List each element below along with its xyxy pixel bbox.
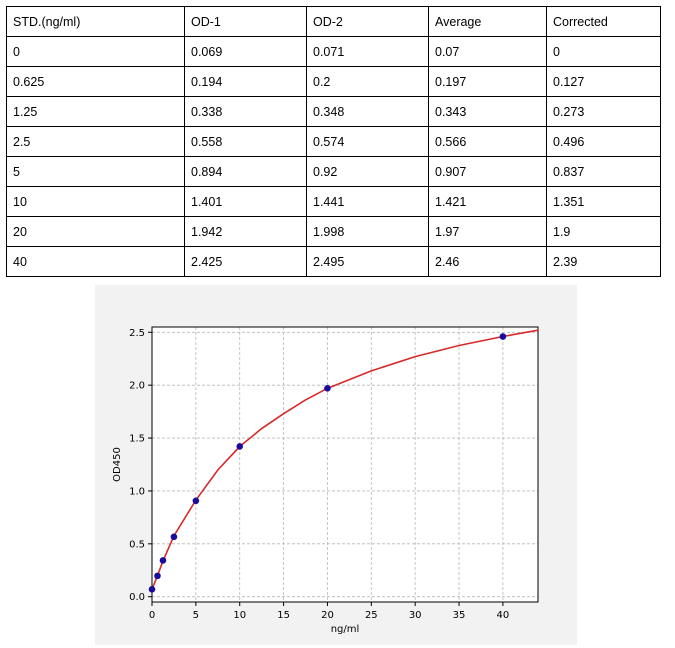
header-std: STD.(ng/ml) bbox=[6, 6, 185, 37]
table-cell: 0.496 bbox=[546, 126, 661, 157]
table-row: 10 1.401 1.441 1.421 1.351 bbox=[6, 186, 661, 217]
table-cell: 1.9 bbox=[546, 216, 661, 247]
table-cell: 0.2 bbox=[306, 66, 429, 97]
y-tick-label: 2.5 bbox=[129, 328, 145, 339]
y-tick-label: 1.5 bbox=[129, 434, 145, 445]
data-point bbox=[159, 557, 167, 564]
x-tick-label: 35 bbox=[453, 610, 466, 621]
table-cell: 2.425 bbox=[184, 246, 307, 277]
standard-curve-chart: 0 5 10 15 20 25 30 35 40 0.0 0.5 1.0 1.5 2.0 2.5 ng/ml O… bbox=[112, 326, 539, 635]
data-point bbox=[192, 497, 200, 505]
table-cell: 0.837 bbox=[546, 156, 661, 187]
x-tick-label: 40 bbox=[497, 610, 510, 621]
x-tick-label: 30 bbox=[409, 610, 422, 621]
table-row: 1.25 0.338 0.348 0.343 0.273 bbox=[6, 96, 661, 127]
table-cell: 0.273 bbox=[546, 96, 661, 127]
table-cell: 0.558 bbox=[184, 126, 307, 157]
table-row: 0 0.069 0.071 0.07 0 bbox=[6, 36, 661, 67]
y-tick-label: 1.0 bbox=[129, 486, 145, 497]
table-cell: 0.194 bbox=[184, 66, 307, 97]
table-cell: 0.069 bbox=[184, 36, 307, 67]
data-point bbox=[170, 533, 178, 541]
table-row: 2.5 0.558 0.574 0.566 0.496 bbox=[6, 126, 661, 157]
table-cell: 0.338 bbox=[184, 96, 307, 127]
x-tick-label: 25 bbox=[365, 610, 378, 621]
table-cell: 0.92 bbox=[306, 156, 429, 187]
x-axis-label: ng/ml bbox=[331, 624, 360, 635]
plot-frame bbox=[151, 326, 539, 603]
data-point bbox=[154, 572, 161, 580]
x-tick-label: 10 bbox=[233, 610, 246, 621]
x-tick-label: 15 bbox=[277, 610, 290, 621]
table-cell: 0 bbox=[6, 36, 185, 67]
header-average: Average bbox=[428, 6, 547, 37]
table-cell: 0.343 bbox=[428, 96, 547, 127]
table-cell: 0.07 bbox=[428, 36, 547, 67]
x-tick-label: 20 bbox=[321, 610, 334, 621]
table-cell: 1.25 bbox=[6, 96, 185, 127]
table-row: 0.625 0.194 0.2 0.197 0.127 bbox=[6, 66, 661, 97]
table-cell: 40 bbox=[6, 246, 185, 277]
table-cell: 0.127 bbox=[546, 66, 661, 97]
data-point bbox=[236, 443, 244, 450]
data-point bbox=[148, 586, 156, 593]
table-row: 40 2.425 2.495 2.46 2.39 bbox=[6, 246, 661, 277]
table-cell: 2.495 bbox=[306, 246, 429, 277]
y-tick-label: 2.0 bbox=[129, 381, 145, 392]
data-point bbox=[499, 333, 507, 340]
table-cell: 1.998 bbox=[306, 216, 429, 247]
fit-curve bbox=[151, 329, 539, 590]
x-tick-label: 5 bbox=[193, 610, 199, 621]
x-tick-label: 0 bbox=[149, 610, 155, 621]
table-cell: 0.197 bbox=[428, 66, 547, 97]
y-tick-label: 0.5 bbox=[129, 539, 145, 550]
table-cell: 0.348 bbox=[306, 96, 429, 127]
header-corrected: Corrected bbox=[546, 6, 661, 37]
table-cell: 1.421 bbox=[428, 186, 547, 217]
table-cell: 2.5 bbox=[6, 126, 185, 157]
table-cell: 1.441 bbox=[306, 186, 429, 217]
table-header-row: STD.(ng/ml) OD-1 OD-2 Average Corrected bbox=[6, 6, 661, 37]
table-cell: 0 bbox=[546, 36, 661, 67]
table-cell: 1.351 bbox=[546, 186, 661, 217]
table-cell: 10 bbox=[6, 186, 185, 217]
table-cell: 1.97 bbox=[428, 216, 547, 247]
plot-area bbox=[152, 327, 538, 602]
table-row: 5 0.894 0.92 0.907 0.837 bbox=[6, 156, 661, 187]
table-cell: 0.071 bbox=[306, 36, 429, 67]
table-cell: 0.625 bbox=[6, 66, 185, 97]
table-cell: 0.894 bbox=[184, 156, 307, 187]
table-row: 20 1.942 1.998 1.97 1.9 bbox=[6, 216, 661, 247]
standard-curve-table: STD.(ng/ml) OD-1 OD-2 Average Corrected … bbox=[6, 6, 661, 277]
table-cell: 2.46 bbox=[428, 246, 547, 277]
table-cell: 1.401 bbox=[184, 186, 307, 217]
header-od2: OD-2 bbox=[306, 6, 429, 37]
table-cell: 2.39 bbox=[546, 246, 661, 277]
y-axis-label: OD450 bbox=[112, 447, 123, 482]
header-od1: OD-1 bbox=[184, 6, 307, 37]
table-cell: 0.574 bbox=[306, 126, 429, 157]
plot-panel: 0 5 10 15 20 25 30 35 40 0.0 0.5 1.0 1.5 2.0 2.5 ng/ml O… bbox=[95, 285, 577, 645]
table-cell: 0.566 bbox=[428, 126, 547, 157]
table-cell: 0.907 bbox=[428, 156, 547, 187]
data-point bbox=[324, 385, 331, 392]
y-tick-label: 0.0 bbox=[129, 592, 145, 603]
table-cell: 1.942 bbox=[184, 216, 307, 247]
table-cell: 20 bbox=[6, 216, 185, 247]
table-cell: 5 bbox=[6, 156, 185, 187]
